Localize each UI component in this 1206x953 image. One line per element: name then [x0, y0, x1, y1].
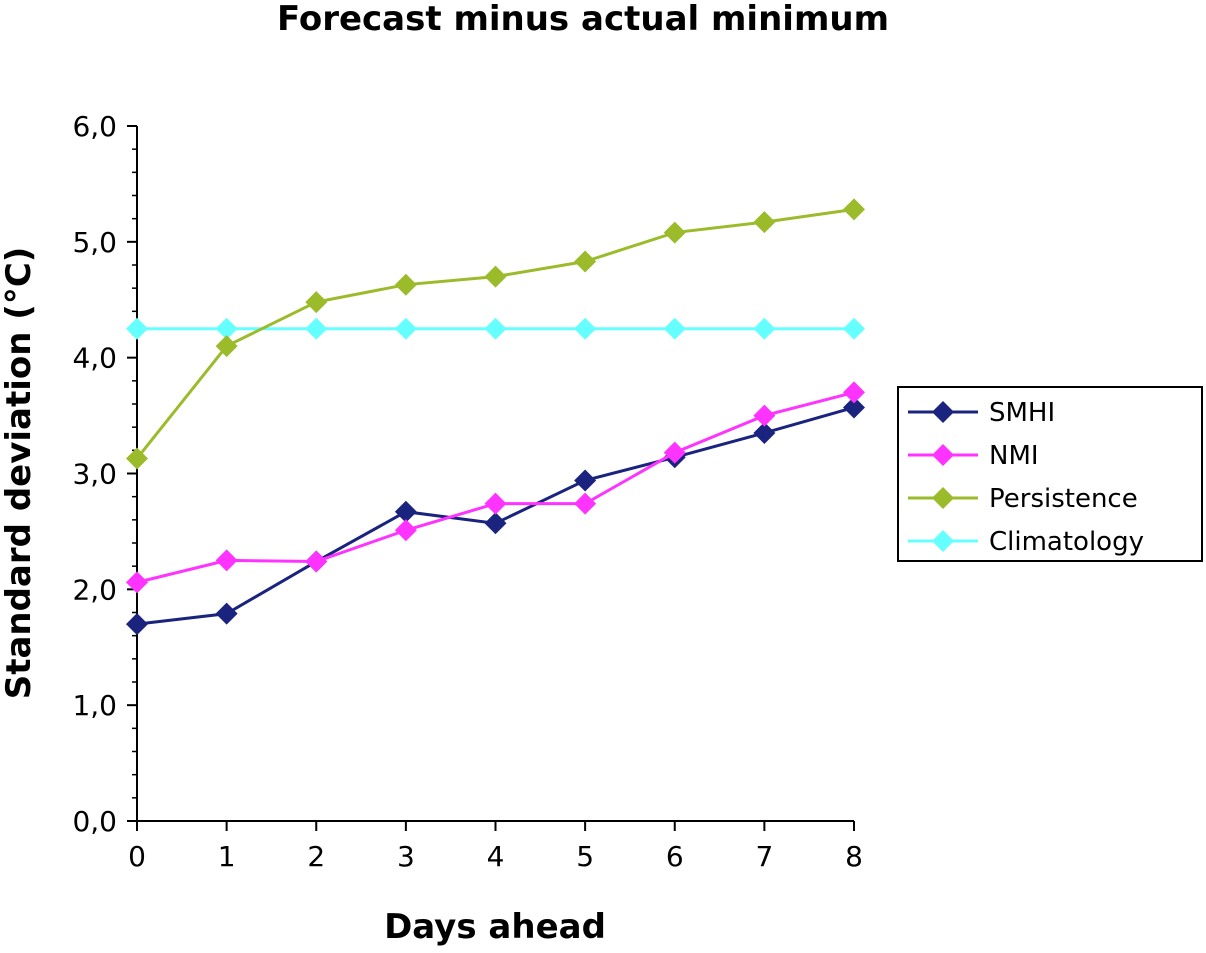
legend-label: NMI	[989, 441, 1039, 471]
legend-item-persistence: Persistence	[908, 484, 1138, 514]
data-point	[753, 421, 776, 444]
legend-label: Climatology	[989, 527, 1144, 557]
data-point	[484, 492, 507, 515]
data-point	[484, 317, 507, 340]
series-layer	[126, 198, 865, 636]
data-point	[215, 549, 238, 572]
data-point	[574, 492, 597, 515]
data-point	[215, 335, 238, 358]
x-tick-label: 2	[307, 840, 325, 873]
y-axis-title: Standard deviation (°C)	[0, 247, 39, 700]
data-point	[215, 317, 238, 340]
data-point	[126, 613, 148, 636]
series-line-nmi	[136, 390, 855, 584]
legend-swatch-marker	[932, 530, 954, 552]
data-point	[394, 317, 417, 340]
data-point	[843, 396, 865, 419]
data-point	[663, 441, 686, 464]
data-point	[843, 317, 865, 340]
y-tick-label: 2,0	[72, 573, 117, 606]
data-point	[484, 265, 507, 288]
y-tick-label: 5,0	[72, 226, 117, 259]
legend-swatch-marker	[932, 444, 954, 466]
data-point	[126, 571, 148, 594]
x-tick-label: 7	[755, 840, 773, 873]
series-nmi	[126, 381, 865, 594]
data-point	[215, 602, 238, 625]
legend-item-smhi: SMHI	[908, 398, 1055, 428]
data-point	[843, 381, 865, 404]
data-point	[394, 519, 417, 542]
data-point	[753, 317, 776, 340]
series-climatology	[126, 317, 865, 340]
y-tick-label: 1,0	[72, 689, 117, 722]
legend: SMHI NMI Persistence Climatology	[897, 386, 1203, 562]
legend-swatch-marker	[932, 401, 954, 423]
data-point	[574, 317, 597, 340]
y-tick-label: 3,0	[72, 458, 117, 491]
legend-label: SMHI	[989, 398, 1055, 428]
x-tick-label: 5	[576, 840, 594, 873]
legend-label: Persistence	[989, 484, 1138, 514]
x-tick-label: 8	[845, 840, 863, 873]
data-point	[305, 550, 328, 573]
chart-title: Forecast minus actual minimum	[277, 0, 889, 39]
data-point	[126, 447, 148, 470]
data-point	[574, 469, 597, 492]
data-point	[843, 198, 865, 221]
x-axis-title: Days ahead	[384, 907, 606, 947]
legend-item-climatology: Climatology	[908, 527, 1144, 557]
data-point	[394, 500, 417, 523]
y-tick-label: 6,0	[72, 110, 117, 143]
data-point	[663, 221, 686, 244]
data-point	[305, 317, 328, 340]
data-point	[753, 211, 776, 234]
legend-item-nmi: NMI	[908, 441, 1039, 471]
x-tick-label: 3	[397, 840, 415, 873]
data-point	[484, 512, 507, 535]
series-persistence	[126, 198, 865, 470]
data-point	[753, 404, 776, 427]
data-point	[126, 317, 148, 340]
data-point	[574, 250, 597, 273]
y-tick-label: 4,0	[72, 342, 117, 375]
x-tick-label: 4	[487, 840, 505, 873]
data-point	[305, 291, 328, 314]
x-tick-label: 6	[666, 840, 684, 873]
data-point	[394, 273, 417, 296]
data-point	[663, 317, 686, 340]
series-smhi	[126, 396, 865, 636]
x-tick-label: 0	[128, 840, 146, 873]
axes: 0,0 1,0 2,0 3,0 4,0 5,0 6,0 0 1 2 3 4 5 6 7 8	[72, 110, 862, 873]
legend-swatch-marker	[932, 487, 954, 509]
x-tick-label: 1	[218, 840, 236, 873]
y-tick-label: 0,0	[72, 805, 117, 838]
